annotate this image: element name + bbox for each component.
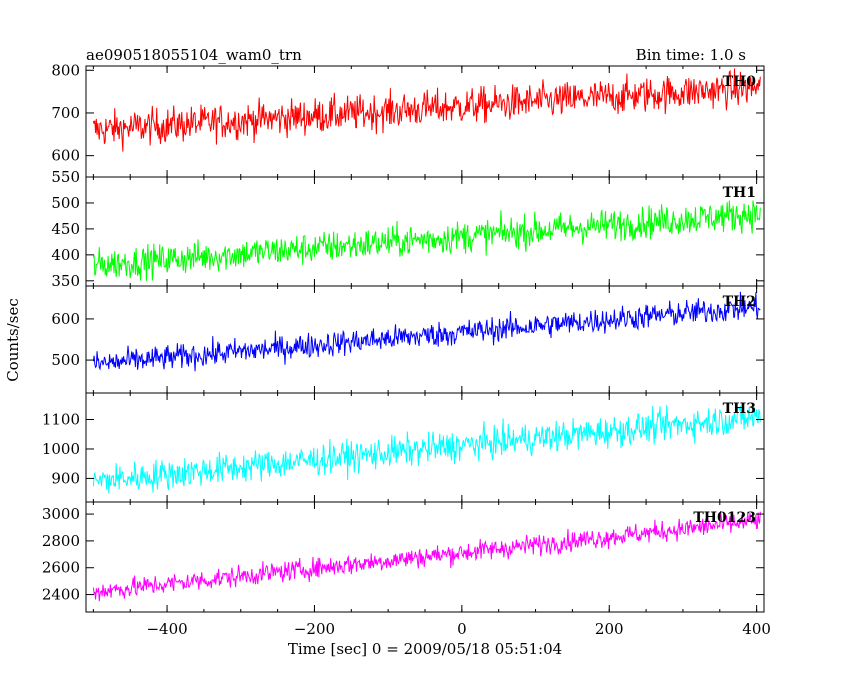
panels-group: 600 700 800 TH0 350 400 450 500 550 TH1 500 600 TH2 9… xyxy=(42,61,771,638)
panel-th0: 600 700 800 TH0 xyxy=(51,61,765,178)
y-tick-label: 2400 xyxy=(42,586,80,604)
panel-frame xyxy=(85,285,765,394)
y-tick-label: 450 xyxy=(51,220,80,238)
y-tick-label: 500 xyxy=(51,194,80,212)
series-line-th1 xyxy=(92,200,761,281)
series-name-label: TH2 xyxy=(723,294,756,310)
figure-title: ae090518055104_wam0_trn xyxy=(86,46,302,64)
y-tick-label: 600 xyxy=(51,310,80,328)
y-tick-label: 550 xyxy=(51,168,80,186)
x-tick-label: 0 xyxy=(457,620,467,638)
panel-frame xyxy=(85,501,765,613)
x-tick-label: 200 xyxy=(595,620,624,638)
x-axis-label: Time [sec] 0 = 2009/05/18 05:51:04 xyxy=(288,640,562,658)
x-tick-label: 400 xyxy=(742,620,771,638)
series-name-label: TH3 xyxy=(723,401,756,417)
y-tick-label: 800 xyxy=(51,61,80,79)
bin-time-label: Bin time: 1.0 s xyxy=(636,46,746,64)
x-tick-label: −200 xyxy=(294,620,335,638)
series-name-label: TH0123 xyxy=(693,510,756,526)
y-tick-label: 600 xyxy=(51,147,80,165)
series-name-label: TH1 xyxy=(723,185,756,201)
y-tick-label: 3000 xyxy=(42,505,80,523)
series-line-th0 xyxy=(92,68,761,152)
panel-th2: 500 600 TH2 xyxy=(51,285,765,394)
y-tick-label: 700 xyxy=(51,104,80,122)
y-tick-label: 1000 xyxy=(42,440,80,458)
panel-th3: 900 1000 1100 TH3 xyxy=(42,392,765,503)
y-tick-label: 2600 xyxy=(42,559,80,577)
y-tick-label: 2800 xyxy=(42,532,80,550)
panel-frame xyxy=(85,176,765,287)
y-tick-label: 900 xyxy=(51,469,80,487)
x-tick-label: −400 xyxy=(146,620,187,638)
panel-th1: 350 400 450 500 550 TH1 xyxy=(51,168,765,290)
series-name-label: TH0 xyxy=(723,74,757,90)
series-line-th0123 xyxy=(92,511,761,602)
y-tick-label: 350 xyxy=(51,272,80,290)
panel-th0123: 2400 2600 2800 3000 TH0123 xyxy=(42,501,765,613)
y-tick-label: 400 xyxy=(51,246,80,264)
y-tick-label: 1100 xyxy=(42,411,80,429)
series-line-th3 xyxy=(92,405,761,494)
panel-frame xyxy=(85,392,765,503)
series-line-th2 xyxy=(92,291,761,372)
y-axis-label: Counts/sec xyxy=(4,298,22,382)
y-tick-label: 500 xyxy=(51,351,80,369)
